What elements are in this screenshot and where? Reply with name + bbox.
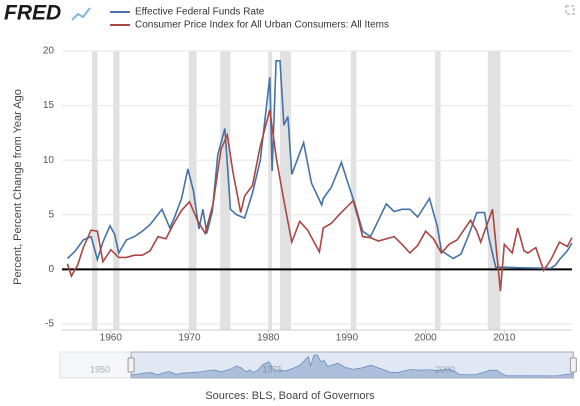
x-tick-label: 1960	[100, 333, 123, 344]
logo-icon	[71, 7, 91, 21]
x-tick-label: 2010	[493, 333, 516, 344]
navigator-window	[130, 351, 574, 379]
recession-band	[435, 51, 441, 330]
y-tick-label: 15	[43, 100, 55, 111]
series-line	[66, 109, 573, 292]
recession-band	[220, 51, 231, 330]
legend-label: Consumer Price Index for All Urban Consu…	[135, 20, 389, 31]
recession-band	[91, 51, 98, 330]
series-line	[66, 60, 573, 270]
navigator-handle[interactable]	[127, 357, 135, 373]
x-tick-label: 1990	[336, 333, 359, 344]
x-tick-label: 1980	[257, 333, 280, 344]
recession-band	[487, 51, 501, 330]
y-tick-label: 20	[43, 46, 55, 57]
expand-icon[interactable]	[565, 5, 575, 15]
recession-band	[268, 51, 273, 330]
navigator-handle[interactable]	[569, 357, 577, 373]
y-tick-label: 0	[48, 264, 54, 275]
x-tick-label: 2000	[414, 333, 437, 344]
recession-band	[350, 51, 357, 330]
source: Sources: BLS, Board of Governors	[205, 390, 375, 402]
y-tick-label: 10	[43, 155, 55, 166]
navigator-area	[130, 354, 574, 379]
navigator-tick-label: 1950	[90, 364, 110, 374]
x-tick-label: 1970	[178, 333, 201, 344]
legend-label: Effective Federal Funds Rate	[135, 7, 265, 18]
navigator-tick-label: 1975	[262, 364, 282, 374]
logo: FRED	[4, 2, 61, 25]
recession-band	[113, 51, 120, 330]
recession-band	[280, 51, 292, 330]
y-tick-label: 5	[48, 209, 54, 220]
y-tick-label: -5	[45, 319, 54, 330]
y-axis-label: Percent, Percent Change from Year Ago	[12, 89, 24, 285]
